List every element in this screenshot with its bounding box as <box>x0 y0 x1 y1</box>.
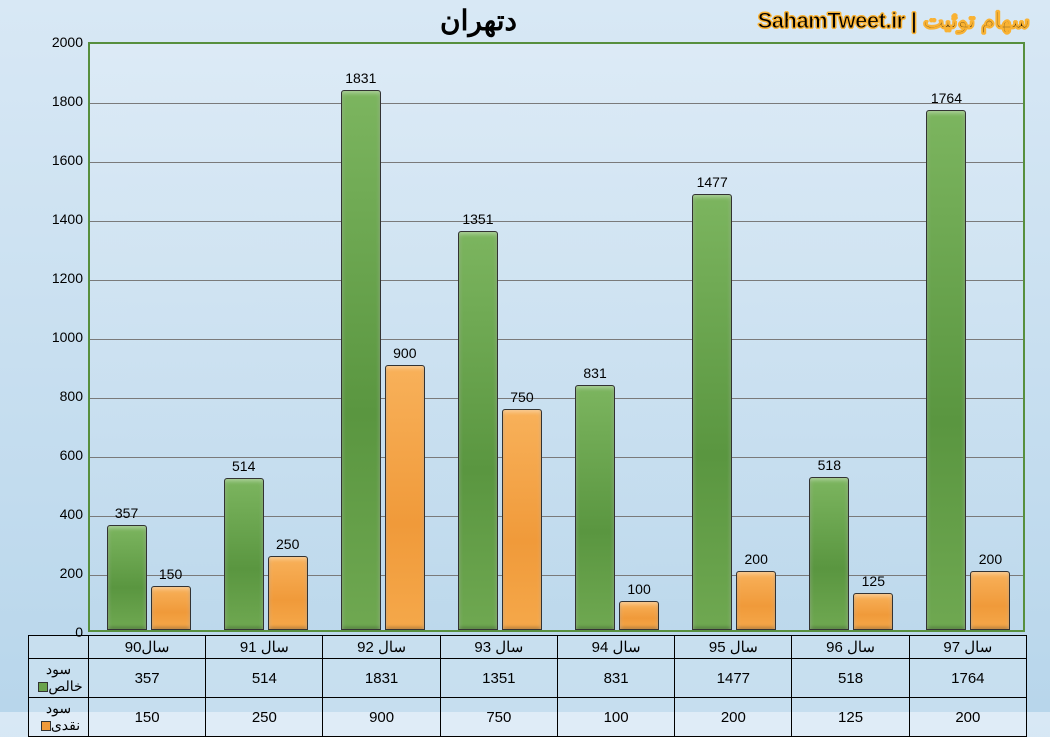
table-cell: 125 <box>792 698 909 737</box>
y-tick-label: 1800 <box>33 93 83 109</box>
table-header-cell: سال 91 <box>206 636 323 659</box>
series-name: سود نقدی <box>46 700 80 733</box>
gridline <box>90 280 1023 281</box>
table-cell: 831 <box>557 659 674 698</box>
y-tick-label: 1600 <box>33 152 83 168</box>
bar-dividend <box>385 365 425 631</box>
bar-value-label: 357 <box>115 505 138 521</box>
gridline <box>90 398 1023 399</box>
table-cell: 1831 <box>323 659 440 698</box>
table-cell: 1351 <box>440 659 557 698</box>
bar-dividend <box>853 593 893 630</box>
gridline <box>90 339 1023 340</box>
table-cell: 150 <box>88 698 205 737</box>
table-cell: 514 <box>206 659 323 698</box>
gridline <box>90 162 1023 163</box>
table-cell: 900 <box>323 698 440 737</box>
y-tick-label: 2000 <box>33 34 83 50</box>
bar-value-label: 200 <box>745 551 768 567</box>
bar-value-label: 150 <box>159 566 182 582</box>
bar-net-profit <box>341 90 381 630</box>
table-cell: 100 <box>557 698 674 737</box>
table-header-cell: سال90 <box>88 636 205 659</box>
table-header-cell: سال 93 <box>440 636 557 659</box>
y-tick-label: 1000 <box>33 329 83 345</box>
bar-dividend <box>502 409 542 630</box>
data-table: سال90سال 91سال 92سال 93سال 94سال 95سال 9… <box>28 635 1027 737</box>
bar-value-label: 250 <box>276 536 299 552</box>
table-cell: 1477 <box>675 659 792 698</box>
bar-net-profit <box>224 478 264 630</box>
table-corner <box>29 636 89 659</box>
bar-value-label: 200 <box>979 551 1002 567</box>
y-tick-label: 600 <box>33 447 83 463</box>
bar-value-label: 100 <box>627 581 650 597</box>
bar-value-label: 1477 <box>697 174 728 190</box>
y-tick-label: 1200 <box>33 270 83 286</box>
bar-value-label: 518 <box>818 457 841 473</box>
bar-value-label: 750 <box>510 389 533 405</box>
table-row-header: سود نقدی <box>29 698 89 737</box>
bar-value-label: 900 <box>393 345 416 361</box>
legend-swatch-green <box>38 682 48 692</box>
chart-title: دتهران <box>440 4 517 37</box>
bar-net-profit <box>692 194 732 630</box>
watermark: سهام توئیت | SahamTweet.ir <box>758 8 1030 34</box>
table-cell: 518 <box>792 659 909 698</box>
series-name: سود خالص <box>46 661 83 694</box>
table-cell: 1764 <box>909 659 1026 698</box>
bar-value-label: 125 <box>862 573 885 589</box>
bar-value-label: 1831 <box>345 70 376 86</box>
plot-area: 357 150 514 250 1831 900 1351 750 831 100 1477 200 5… <box>88 42 1025 632</box>
bar-net-profit <box>107 525 147 630</box>
bar-net-profit <box>458 231 498 630</box>
table-header-cell: سال 95 <box>675 636 792 659</box>
gridline <box>90 457 1023 458</box>
gridline <box>90 221 1023 222</box>
y-tick-label: 400 <box>33 506 83 522</box>
table-cell: 250 <box>206 698 323 737</box>
table-row-header: سود خالص <box>29 659 89 698</box>
table-header-cell: سال 94 <box>557 636 674 659</box>
table-cell: 200 <box>675 698 792 737</box>
bar-value-label: 514 <box>232 458 255 474</box>
chart-area: 357 150 514 250 1831 900 1351 750 831 100 1477 200 5… <box>30 42 1025 632</box>
bar-net-profit <box>809 477 849 630</box>
table-header-cell: سال 96 <box>792 636 909 659</box>
y-tick-label: 200 <box>33 565 83 581</box>
table-cell: 750 <box>440 698 557 737</box>
legend-swatch-orange <box>41 721 51 731</box>
bar-value-label: 1764 <box>931 90 962 106</box>
table-cell: 357 <box>88 659 205 698</box>
bar-dividend <box>736 571 776 630</box>
bar-net-profit <box>926 110 966 630</box>
bar-dividend <box>619 601 659 631</box>
bar-net-profit <box>575 385 615 630</box>
gridline <box>90 103 1023 104</box>
table-header-cell: سال 97 <box>909 636 1026 659</box>
bar-value-label: 1351 <box>462 211 493 227</box>
bar-dividend <box>970 571 1010 630</box>
bar-dividend <box>151 586 191 630</box>
bar-dividend <box>268 556 308 630</box>
y-tick-label: 1400 <box>33 211 83 227</box>
y-tick-label: 800 <box>33 388 83 404</box>
bar-value-label: 831 <box>583 365 606 381</box>
table-header-cell: سال 92 <box>323 636 440 659</box>
table-cell: 200 <box>909 698 1026 737</box>
